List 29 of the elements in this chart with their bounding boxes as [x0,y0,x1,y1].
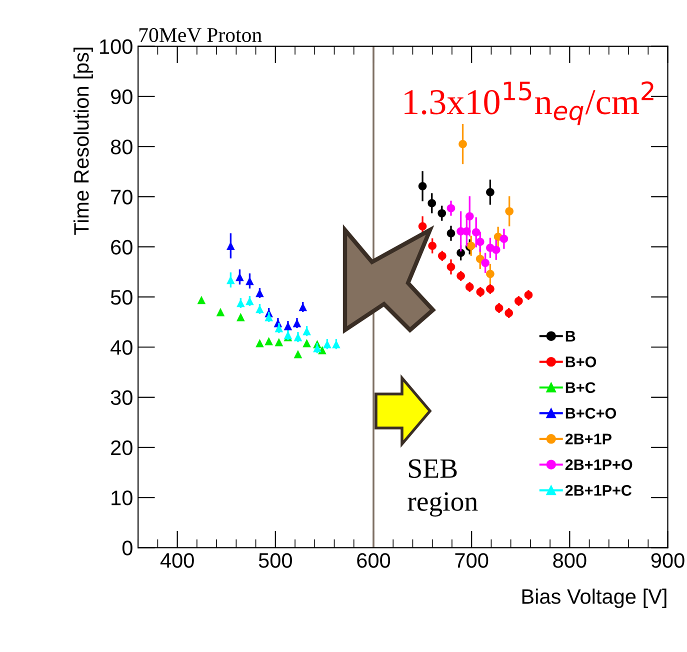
y-tick-label: 70 [111,190,132,204]
y-tick-label: 0 [122,540,132,556]
y-tick-label: 80 [110,140,132,154]
y-tick-label: 60 [111,240,132,255]
x-tick-label: 500 [258,553,292,568]
legend-label: B+O [566,356,596,368]
x-tick-label: 700 [455,553,488,568]
y-tick-label: 50 [110,290,132,305]
legend-label: 2B+1P+O [565,459,632,470]
x-tick-label: 400 [160,553,194,568]
x-tick-label: 900 [651,553,684,568]
annotation: SEB region [408,459,478,517]
chart-title: 70MeV Proton [139,28,262,42]
legend-label: 2B+1P+C [565,484,632,496]
y-tick-label: 100 [100,39,132,54]
y-tick-label: 90 [111,89,132,104]
y-tick-label: 40 [110,340,132,355]
x-axis-title: Bias Voltage [V] [522,588,666,608]
legend-label: B [566,330,576,342]
legend-label: 2B+1P [565,434,612,444]
legend-label: B+C+O [566,408,616,419]
legend-label: B+C [566,382,596,394]
x-tick-label: 600 [357,553,390,568]
x-tick-label: 800 [553,553,586,568]
y-axis-title: Time Resolution [ps] [73,48,93,235]
y-tick-label: 30 [110,390,132,406]
y-tick-label: 20 [111,440,132,456]
annotation: 1.3x10$^{15}$n$_{eq}$/cm$^{2}$ [404,81,654,126]
y-tick-label: 10 [112,490,132,506]
